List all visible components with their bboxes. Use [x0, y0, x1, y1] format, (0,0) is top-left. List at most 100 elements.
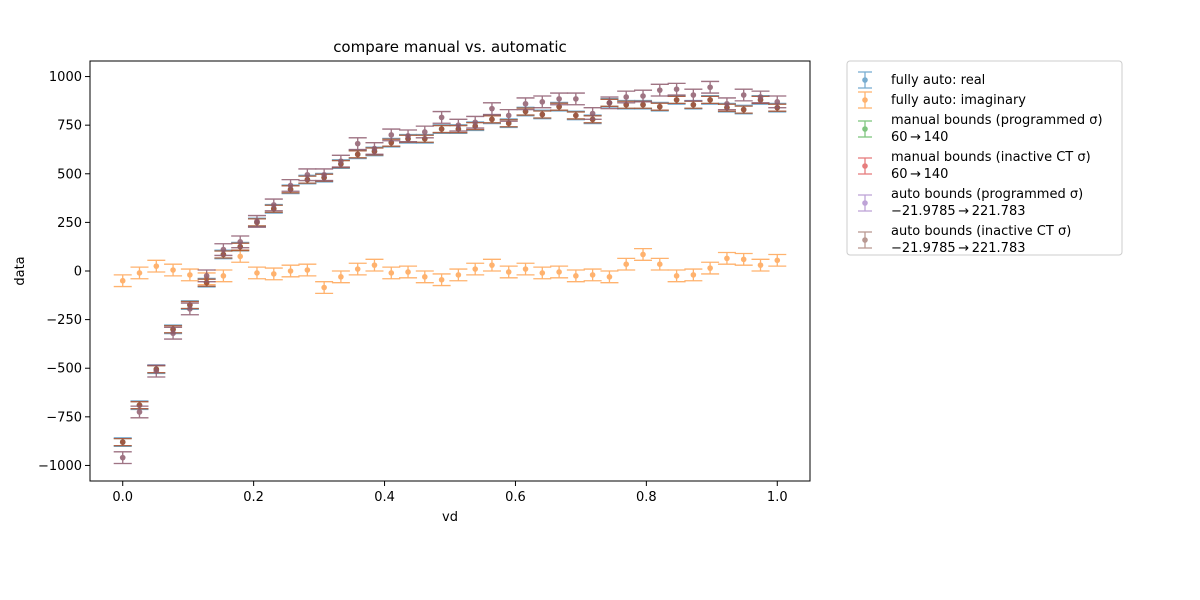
- data-point: [684, 100, 703, 109]
- marker: [153, 368, 160, 374]
- marker: [287, 268, 294, 274]
- data-point: [499, 108, 518, 122]
- marker: [489, 262, 495, 268]
- data-point: [113, 451, 132, 465]
- x-tick-label: 0.6: [505, 490, 526, 505]
- marker: [153, 263, 160, 269]
- marker: [489, 105, 495, 112]
- data-point: [583, 268, 602, 282]
- marker: [354, 266, 361, 272]
- legend-label: fully auto: imaginary: [891, 93, 1026, 108]
- marker: [354, 151, 361, 158]
- data-point: [164, 326, 183, 340]
- data-point: [701, 80, 720, 94]
- data-point: [281, 178, 300, 192]
- marker: [690, 101, 697, 108]
- y-tick-label: −1000: [38, 459, 82, 474]
- legend-label: auto bounds (programmed σ): [891, 187, 1083, 202]
- data-point: [751, 90, 770, 104]
- data-point: [684, 268, 703, 282]
- data-point: [650, 102, 669, 111]
- data-point: [449, 268, 468, 282]
- y-tick-label: −500: [46, 362, 82, 377]
- data-point: [701, 261, 720, 275]
- marker: [187, 306, 193, 312]
- marker: [623, 94, 630, 100]
- y-tick-label: −250: [46, 313, 82, 328]
- marker: [119, 439, 126, 445]
- data-point: [315, 281, 334, 295]
- marker: [606, 100, 613, 106]
- data-point: [734, 88, 753, 102]
- data-point: [482, 115, 501, 124]
- data-point: [566, 111, 585, 120]
- data-point: [214, 243, 233, 257]
- data-point: [667, 95, 686, 105]
- data-point: [365, 142, 384, 155]
- marker: [438, 114, 445, 121]
- legend-label: manual bounds (inactive CT σ): [891, 150, 1091, 165]
- data-point: [231, 235, 250, 249]
- data-point: [482, 102, 501, 116]
- marker: [338, 274, 344, 280]
- y-tick-label: 750: [57, 119, 82, 134]
- data-point: [432, 273, 451, 287]
- marker: [237, 253, 244, 260]
- data-point: [600, 270, 619, 284]
- marker: [640, 251, 646, 258]
- marker: [589, 110, 596, 117]
- marker: [388, 270, 395, 276]
- series-4: [113, 95, 787, 447]
- marker: [371, 262, 378, 268]
- data-point: [701, 95, 720, 105]
- marker: [690, 92, 697, 98]
- legend-label-range: −21.9785 → 221.783: [891, 204, 1026, 219]
- data-point: [281, 264, 300, 278]
- marker: [270, 202, 277, 208]
- marker: [371, 145, 378, 152]
- marker: [522, 266, 529, 272]
- marker: [304, 267, 311, 273]
- data-point: [130, 405, 149, 419]
- marker: [422, 129, 428, 135]
- data-point: [583, 107, 602, 120]
- data-point: [432, 124, 451, 134]
- legend-label: auto bounds (inactive CT σ): [891, 224, 1071, 239]
- data-point: [449, 118, 468, 132]
- marker: [573, 112, 579, 119]
- marker: [119, 454, 126, 461]
- marker: [707, 97, 713, 103]
- marker: [321, 284, 327, 291]
- data-point: [600, 96, 619, 110]
- legend-symbol: [858, 231, 872, 249]
- data-point: [331, 270, 350, 284]
- marker: [640, 101, 646, 108]
- data-point: [180, 302, 199, 316]
- x-tick-label: 0.8: [636, 490, 657, 505]
- marker: [740, 256, 747, 263]
- marker: [170, 267, 176, 273]
- marker: [472, 266, 479, 272]
- data-point: [130, 266, 149, 280]
- data-point: [533, 95, 552, 109]
- marker: [220, 273, 227, 279]
- data-point: [768, 95, 787, 109]
- data-point: [566, 92, 585, 106]
- marker: [136, 270, 143, 276]
- marker: [656, 103, 663, 110]
- data-point: [197, 269, 216, 283]
- marker: [740, 106, 747, 113]
- legend-symbol: [858, 120, 872, 138]
- data-point: [399, 265, 418, 279]
- data-point: [717, 97, 736, 111]
- data-point: [180, 268, 199, 282]
- data-point: [365, 258, 384, 272]
- marker: [673, 86, 680, 92]
- data-point: [264, 267, 283, 281]
- x-tick-label: 0.2: [243, 490, 264, 505]
- marker: [623, 261, 630, 267]
- marker: [422, 274, 428, 280]
- marker: [589, 272, 596, 278]
- data-point: [214, 269, 233, 283]
- data-point: [566, 269, 585, 283]
